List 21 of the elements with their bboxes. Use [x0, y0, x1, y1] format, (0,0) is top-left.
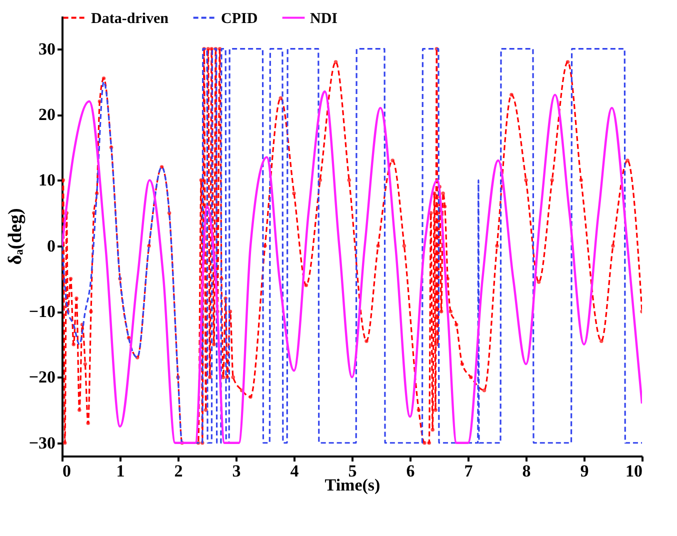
- y-tick-label: 20: [38, 105, 56, 124]
- x-tick-label: 7: [464, 462, 474, 480]
- legend-label: CPID: [221, 10, 258, 27]
- y-tick-label: 10: [38, 170, 56, 190]
- y-tick-label: −20: [28, 368, 56, 387]
- x-tick-label: 0: [62, 462, 71, 480]
- x-tick-label: 9: [580, 462, 589, 480]
- x-tick-label: 3: [232, 462, 241, 480]
- y-tick-label: −30: [28, 433, 56, 452]
- y-tick-label: 0: [47, 236, 56, 256]
- x-tick-label: 2: [174, 462, 183, 480]
- legend-label: Data-driven: [91, 10, 170, 27]
- x-tick-label: 8: [522, 462, 531, 480]
- x-tick-label: 6: [406, 462, 415, 480]
- x-tick-label: 10: [626, 462, 642, 480]
- y-tick-label: 30: [38, 39, 56, 58]
- y-axis-title: δₐ(deg): [4, 208, 26, 265]
- x-tick-label: 1: [116, 462, 125, 480]
- x-tick-label: 4: [290, 462, 300, 480]
- y-tick-label: −10: [28, 302, 56, 322]
- legend-label: NDI: [310, 10, 338, 27]
